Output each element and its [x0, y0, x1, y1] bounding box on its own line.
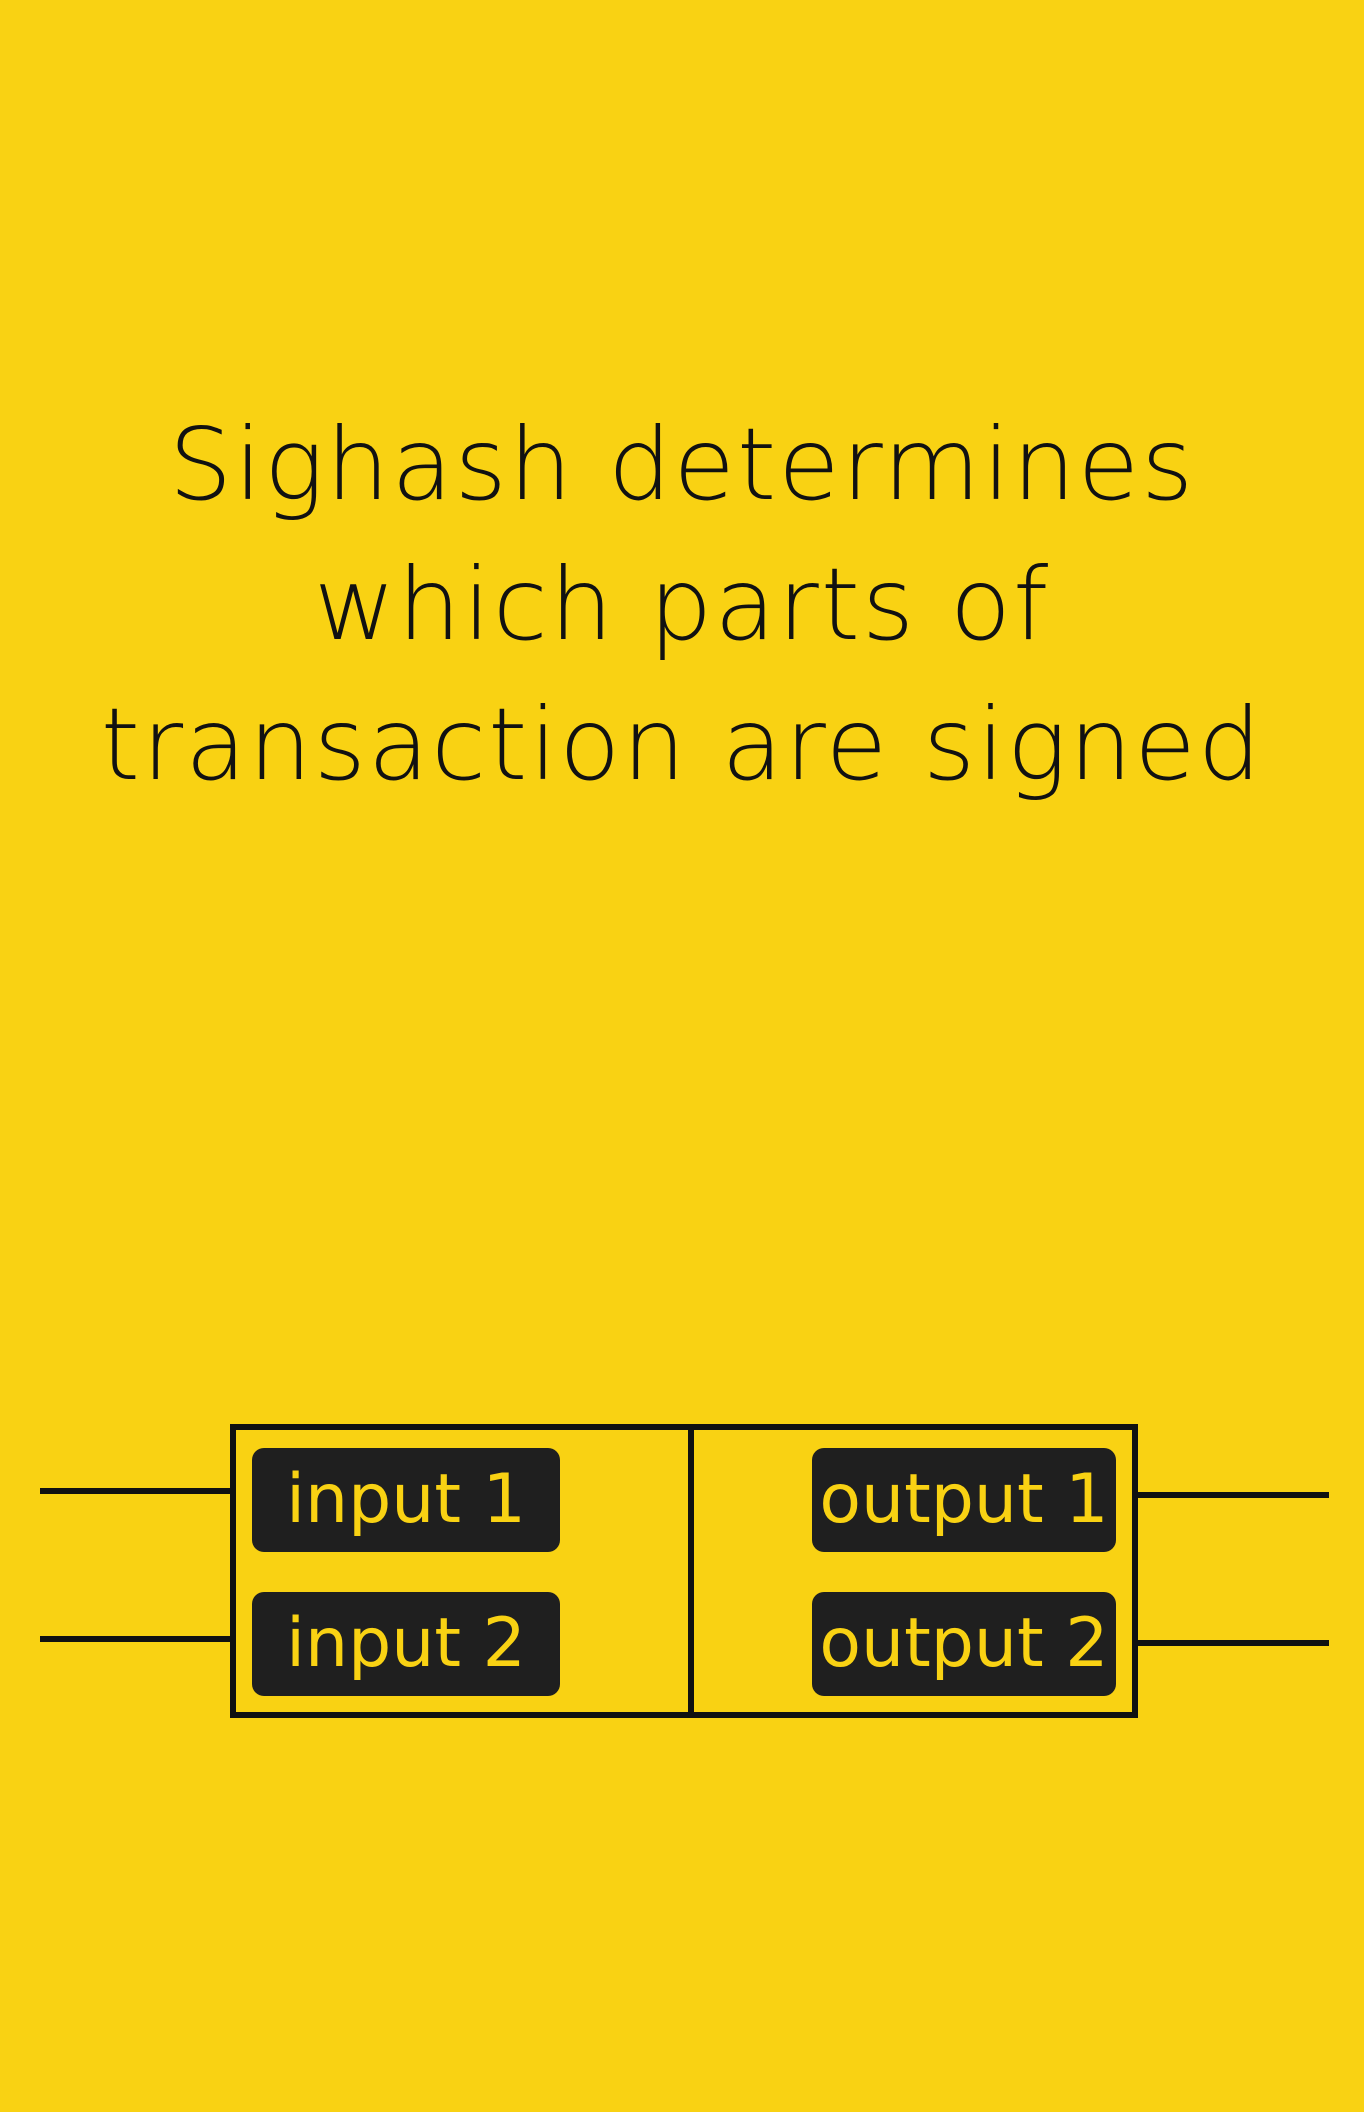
transaction-box	[230, 1424, 1138, 1718]
input-2-pill: input 2	[252, 1592, 560, 1696]
input-2-wire	[40, 1636, 232, 1642]
output-1-wire	[1136, 1492, 1329, 1498]
title-line-1: Sighash determines	[168, 406, 1196, 523]
input-1-wire	[40, 1488, 232, 1494]
output-2-wire	[1136, 1640, 1329, 1646]
title-line-2: which parts of	[313, 546, 1051, 663]
diagram-title: Sighash determines which parts of transa…	[0, 395, 1364, 815]
input-1-pill: input 1	[252, 1448, 560, 1552]
title-line-3: transaction are signed	[100, 686, 1264, 803]
output-2-pill: output 2	[812, 1592, 1116, 1696]
output-1-pill: output 1	[812, 1448, 1116, 1552]
inputs-outputs-divider	[688, 1424, 694, 1718]
